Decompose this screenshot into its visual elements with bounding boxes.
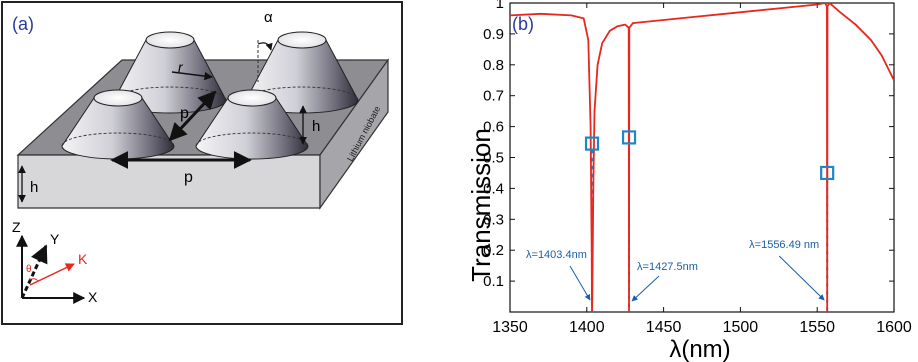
y-tick-label: 0.2 (483, 242, 504, 259)
x-axis-label: X (88, 289, 98, 305)
slab-front-face (17, 154, 321, 209)
theta-label: θ (26, 264, 32, 275)
y-tick-label: 0.6 (483, 119, 504, 136)
resonance-marker (820, 165, 835, 181)
panel-b-chart: (b) Transmission λ(nm) 1350 1400 1450 1500 1… (466, 0, 912, 362)
alpha-label: α (264, 9, 273, 26)
pitch-horizontal-label: p (184, 169, 193, 186)
k-vector (29, 263, 75, 286)
theta-arc (28, 278, 39, 282)
x-tick-label: 1450 (646, 319, 682, 336)
y-axis-label: Y (50, 231, 60, 247)
y-axis (20, 244, 48, 299)
wavelength-annotation: λ=1403.4nm (526, 249, 587, 261)
slab-height-label: h (30, 179, 38, 196)
pitch-diagonal-arrow (168, 90, 217, 142)
resonance-marker (584, 136, 600, 151)
alpha-arrow (257, 42, 273, 51)
x-axis-title: λ(nm) (669, 336, 730, 362)
resonance-marker (621, 130, 637, 145)
x-tick-label: 1500 (723, 319, 759, 336)
y-tick-label: 0.3 (483, 211, 504, 228)
y-tick-label: 0.7 (483, 88, 504, 105)
x-tick-label: 1350 (492, 319, 528, 336)
panel-a: (a) Lithium niobate r (1, 1, 403, 325)
slab-side-face (319, 58, 389, 210)
annotation-arrow (778, 255, 825, 301)
y-tick-label: 0.9 (483, 26, 504, 43)
annotation-arrow (569, 265, 591, 301)
pitch-diagonal-label: p (180, 105, 189, 122)
wavelength-annotation: λ=1427.5nm (637, 261, 698, 273)
y-tick-label: 0.4 (483, 180, 504, 197)
pillar-height-label: h (312, 118, 320, 135)
panel-a-label: (a) (12, 14, 34, 34)
x-tick-label: 1550 (799, 319, 835, 336)
annotation-arrow (631, 275, 660, 302)
y-tick-label: 0.1 (483, 273, 504, 290)
wavelength-annotation: λ=1556.49 nm (749, 239, 819, 251)
y-tick-label: 0.5 (483, 150, 504, 167)
panel-b-label: (b) (512, 14, 534, 34)
plot-area: 1350 1400 1450 1500 1550 1600 0.1 0.2 0.3 0.4 0.5 0… (483, 0, 912, 336)
y-axis-title: Transmission (466, 128, 496, 282)
frustum-front-right (195, 89, 309, 160)
k-vector-label: K (78, 251, 88, 267)
transmission-series-line (510, 3, 894, 312)
y-tick-label: 1 (496, 0, 504, 12)
plot-frame (509, 2, 895, 313)
z-axis-label: Z (12, 219, 21, 235)
radius-arrow (171, 71, 213, 81)
y-tick-label: 0.8 (483, 57, 504, 74)
x-tick-label: 1600 (876, 319, 912, 336)
radius-label: r (178, 59, 184, 75)
x-tick-label: 1400 (569, 319, 605, 336)
